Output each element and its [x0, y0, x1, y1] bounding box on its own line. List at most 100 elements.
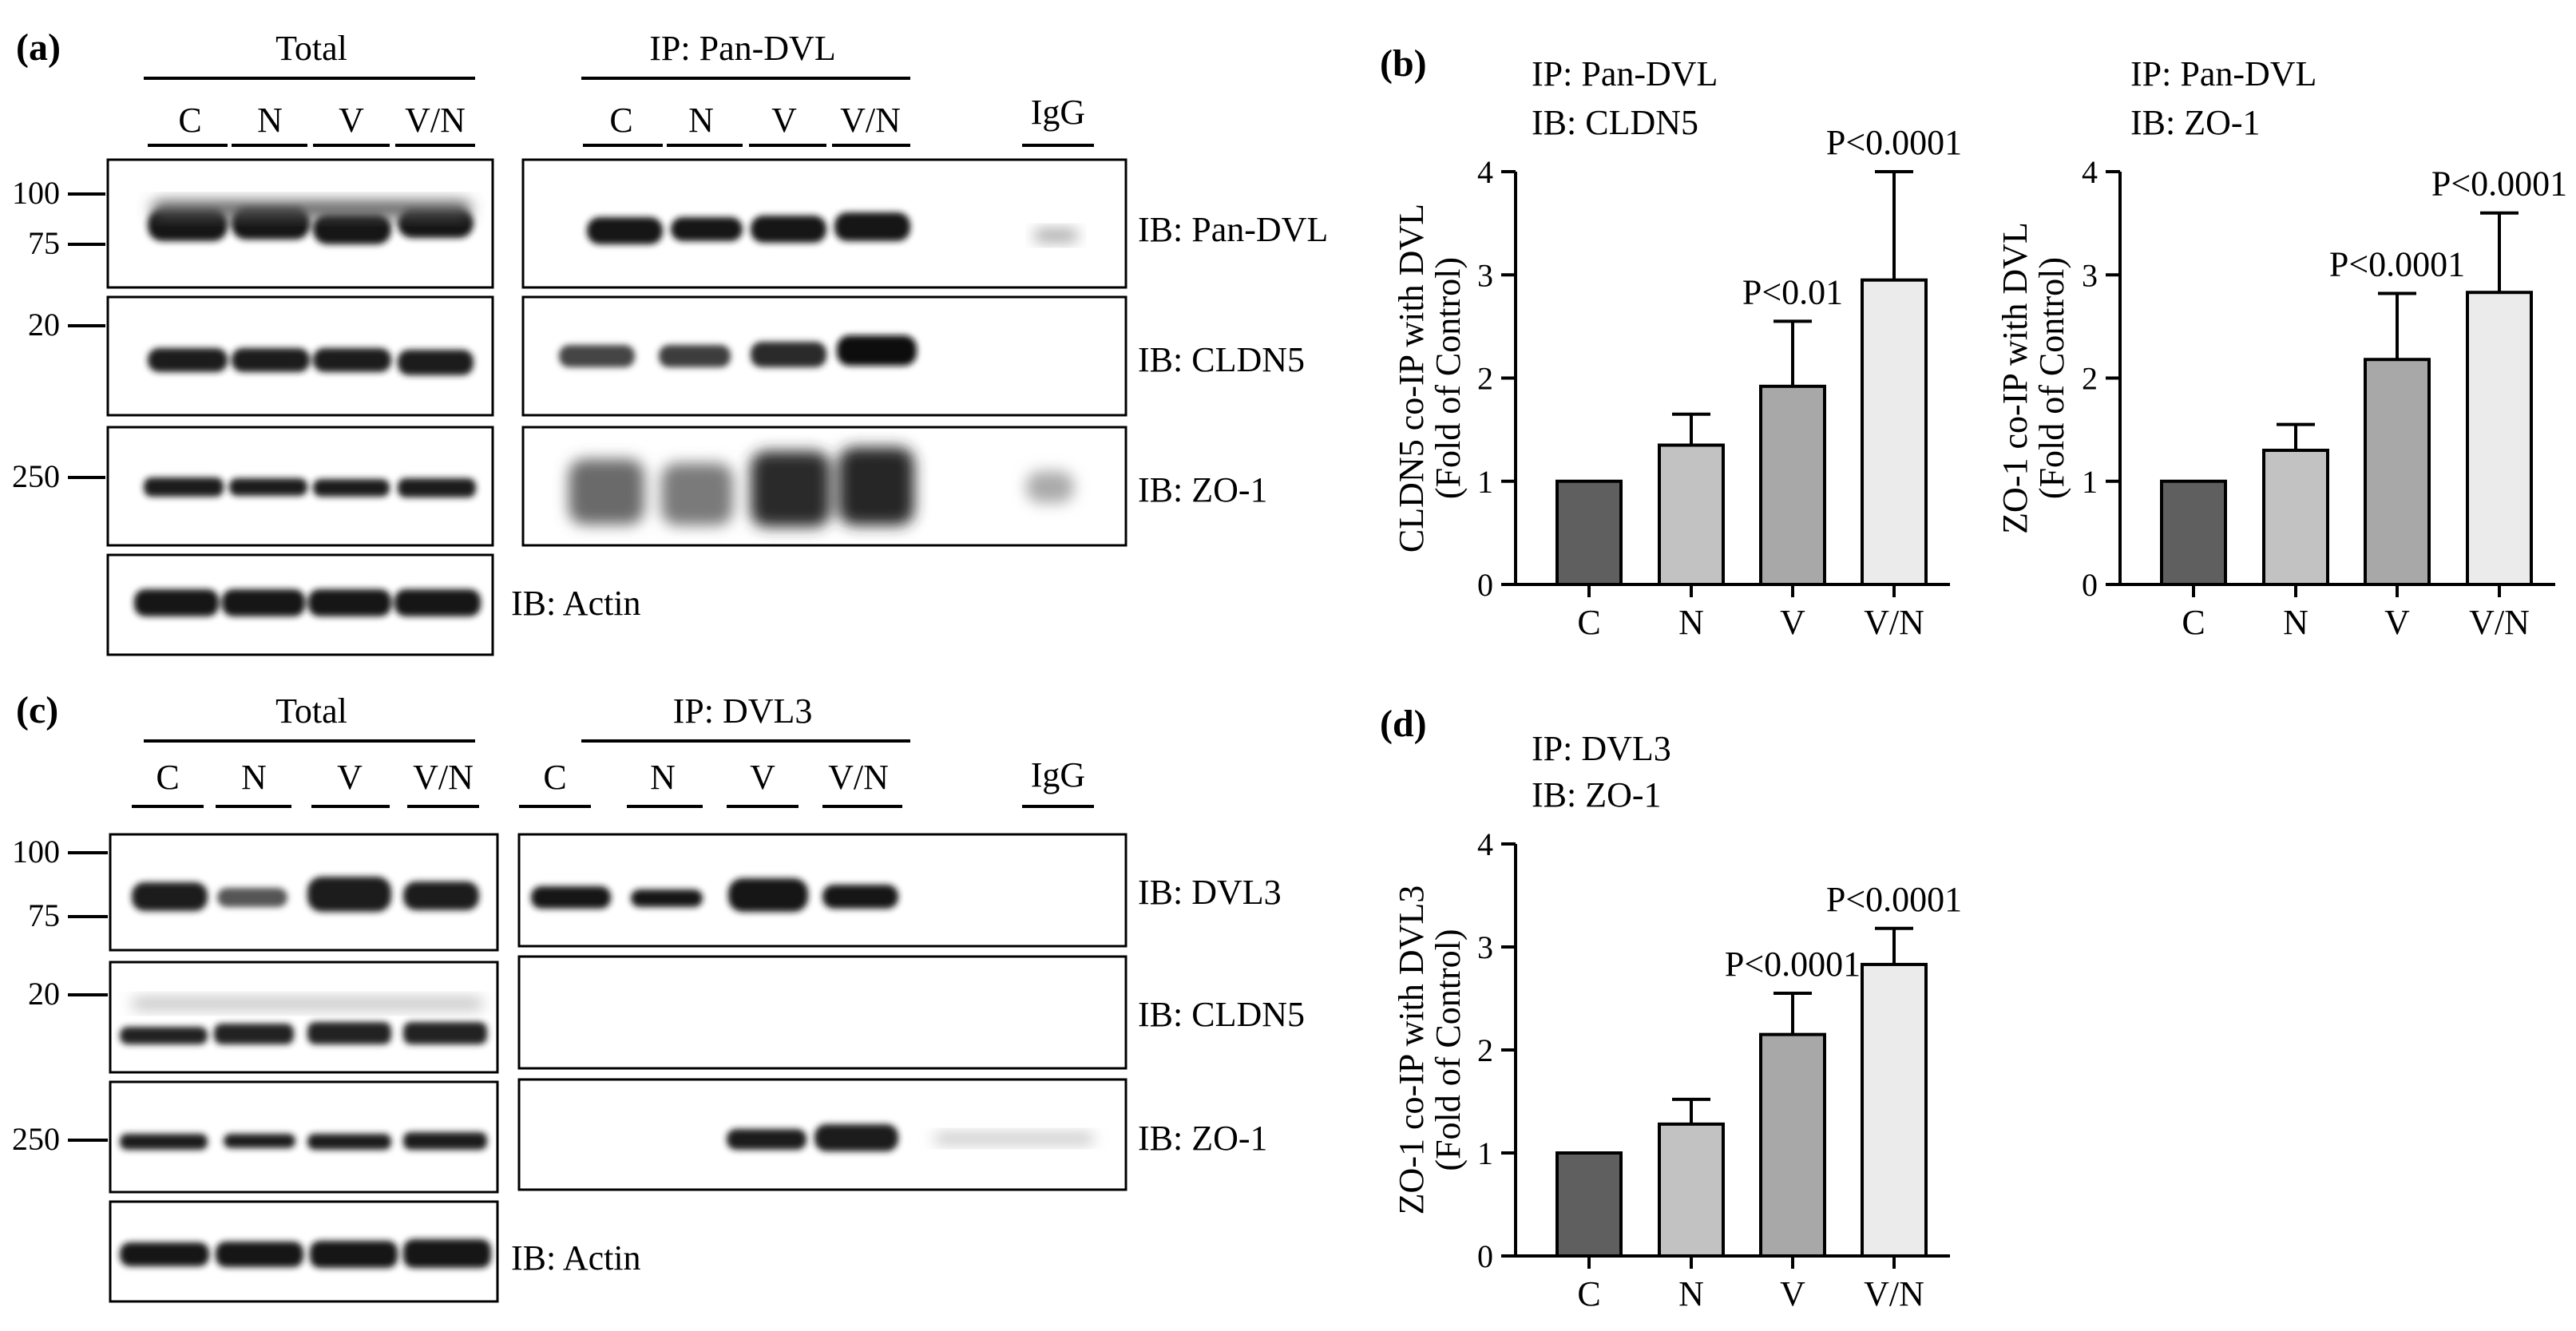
chart-b-zo1: IP: Pan-DVL IB: ZO-1 0 1 2 3 4 ZO-1 co-IP with …	[1995, 54, 2567, 642]
bar	[1556, 1151, 1623, 1258]
x-tick-label: N	[2283, 603, 2308, 642]
panel-c-label: (c)	[16, 689, 58, 731]
lane-label: V/N	[828, 758, 889, 797]
bar	[1759, 1032, 1826, 1258]
blot-label: IB: CLDN5	[1138, 340, 1305, 379]
y-tick-label: 0	[1477, 567, 1493, 603]
lane-label: V/N	[405, 101, 466, 140]
significance-label: P<0.0001	[2329, 245, 2465, 284]
mw-marker: 75	[28, 225, 60, 261]
chart-title-line: IB: ZO-1	[2130, 103, 2261, 142]
lane-label: V/N	[413, 758, 474, 797]
blot-label: IB: ZO-1	[1138, 1119, 1268, 1158]
lane-label: V	[750, 758, 775, 797]
blot-total-cldn5	[109, 961, 499, 1074]
blot-total-actin	[106, 553, 494, 656]
y-tick-label: 2	[1477, 361, 1493, 397]
chart-b-cldn5: IP: Pan-DVL IB: CLDN5 0 1 2 3 4 CLDN5 co-IP wit…	[1392, 54, 1962, 642]
mw-marker: 75	[28, 897, 60, 933]
x-tick-label: V	[1780, 1274, 1805, 1313]
bar	[1861, 278, 1928, 586]
x-tick-label: V/N	[1864, 1274, 1924, 1313]
bar	[1759, 384, 1826, 586]
significance-label: P<0.0001	[1826, 880, 1962, 919]
lane-label: V	[337, 758, 363, 797]
chart-title-line: IB: CLDN5	[1532, 103, 1698, 142]
blot-label: IB: ZO-1	[1138, 470, 1268, 509]
chart-title-line: IP: Pan-DVL	[1532, 54, 1718, 93]
x-tick-label: V/N	[1864, 603, 1924, 642]
x-tick-label: C	[2182, 603, 2205, 642]
y-tick-label: 4	[2082, 154, 2098, 190]
total-header: Total	[275, 691, 347, 731]
y-axis-label: (Fold of Control)	[1429, 257, 1468, 499]
mw-marker: 100	[12, 834, 60, 870]
panel-a: (a) Total IP: Pan-DVL C N V V/N C N V V/…	[12, 26, 1328, 656]
significance-label: P<0.01	[1742, 272, 1843, 311]
x-tick-label: V	[2384, 603, 2410, 642]
blot-label: IB: DVL3	[1138, 873, 1282, 912]
mw-marker: 250	[12, 1121, 60, 1157]
blot-label: IB: Actin	[511, 584, 641, 623]
blot-ip-cldn5	[517, 955, 1127, 1070]
y-tick-label: 0	[2082, 567, 2098, 603]
y-axis-label: ZO-1 co-IP with DVL3	[1392, 885, 1431, 1215]
mw-marker: 250	[12, 458, 60, 494]
panel-a-label: (a)	[16, 26, 61, 69]
y-tick-label: 2	[2082, 361, 2098, 397]
bar	[1658, 1122, 1725, 1258]
ip-header: IP: DVL3	[673, 691, 813, 731]
lane-label: C	[543, 758, 566, 797]
blot-total-zo1	[109, 1080, 499, 1194]
significance-label: P<0.0001	[1725, 945, 1861, 984]
panel-d-label: (d)	[1380, 703, 1427, 745]
panel-b-label: (b)	[1380, 42, 1427, 85]
x-tick-label: V	[1780, 603, 1805, 642]
blot-ip-pan-dvl	[521, 158, 1127, 289]
y-axis-label: CLDN5 co-IP with DVL	[1392, 204, 1431, 553]
x-tick-label: N	[1678, 603, 1704, 642]
lane-label: V/N	[840, 101, 901, 140]
bar	[2262, 448, 2329, 586]
lane-label: V	[339, 101, 364, 140]
lane-label: N	[650, 758, 676, 797]
bar	[2160, 479, 2227, 586]
x-tick-label: N	[1678, 1274, 1704, 1313]
y-axis-label: (Fold of Control)	[2032, 257, 2071, 499]
bar	[2466, 291, 2533, 586]
bar	[1861, 962, 1928, 1258]
y-tick-label: 0	[1477, 1238, 1493, 1274]
lane-label: N	[688, 101, 714, 140]
bar	[1556, 479, 1623, 586]
lane-label: C	[156, 758, 179, 797]
blot-ip-zo1	[517, 1078, 1127, 1191]
chart-d-zo1: IP: DVL3 IB: ZO-1 0 1 2 3 4 ZO-1 co-IP with DVL…	[1392, 729, 1962, 1313]
y-tick-label: 2	[1477, 1032, 1493, 1068]
lane-label: N	[257, 101, 283, 140]
y-tick-label: 1	[1477, 464, 1493, 500]
blot-ip-zo1	[521, 426, 1127, 547]
y-tick-label: 3	[1477, 929, 1493, 965]
bar	[2364, 358, 2431, 586]
y-tick-label: 3	[1477, 257, 1493, 293]
y-tick-label: 4	[1477, 154, 1493, 190]
x-tick-label: C	[1577, 1274, 1600, 1313]
chart-title-line: IP: Pan-DVL	[2130, 54, 2316, 93]
mw-marker: 20	[28, 976, 60, 1012]
significance-label: P<0.0001	[2431, 164, 2567, 204]
y-tick-label: 1	[2082, 464, 2098, 500]
total-header: Total	[275, 29, 347, 68]
chart-title-line: IP: DVL3	[1532, 729, 1671, 768]
blot-total-pan-dvl	[106, 158, 494, 289]
lane-label: C	[178, 101, 201, 140]
y-tick-label: 3	[2082, 257, 2098, 293]
x-tick-label: V/N	[2469, 603, 2530, 642]
igg-label: IgG	[1031, 93, 1085, 132]
blot-ip-cldn5	[521, 295, 1127, 417]
lane-label: V	[771, 101, 797, 140]
chart-title-line: IB: ZO-1	[1532, 775, 1662, 814]
significance-label: P<0.0001	[1826, 123, 1962, 162]
igg-label: IgG	[1031, 755, 1085, 794]
x-tick-label: C	[1577, 603, 1600, 642]
y-tick-label: 1	[1477, 1135, 1493, 1171]
